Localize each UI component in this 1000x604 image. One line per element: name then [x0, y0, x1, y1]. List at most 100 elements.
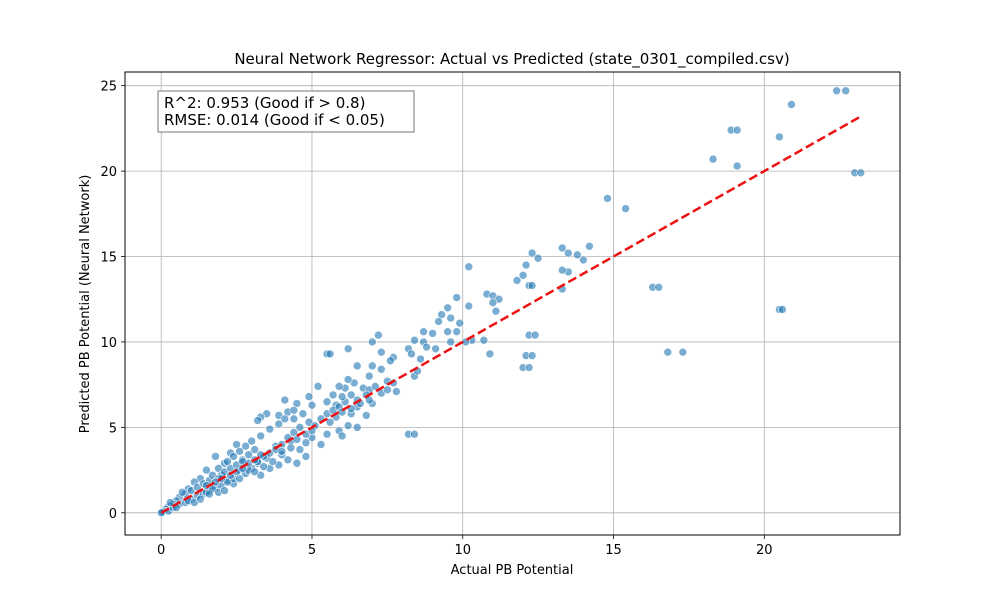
data-point: [428, 329, 437, 338]
data-point: [527, 281, 537, 290]
x-tick-label: 10: [454, 543, 471, 558]
data-point: [364, 371, 374, 381]
data-point: [386, 356, 395, 366]
data-point: [165, 498, 175, 507]
data-point: [235, 446, 244, 456]
data-point: [367, 337, 377, 347]
grid-layer: [125, 72, 900, 535]
data-point: [856, 168, 866, 178]
data-point: [346, 390, 356, 400]
data-point: [446, 337, 455, 347]
data-point: [621, 204, 630, 213]
data-point: [521, 260, 531, 270]
data-point: [211, 452, 220, 461]
data-point: [298, 409, 308, 418]
data-point: [410, 335, 419, 345]
data-point: [316, 440, 326, 449]
data-point: [289, 414, 299, 424]
data-point: [292, 458, 302, 468]
x-tick-label: 20: [756, 543, 773, 558]
data-point: [337, 392, 347, 401]
data-point: [573, 250, 582, 260]
data-point: [518, 271, 528, 280]
data-point: [247, 436, 256, 446]
y-tick-label: 5: [109, 421, 117, 436]
data-point: [775, 132, 784, 142]
data-point: [491, 306, 501, 316]
data-point: [301, 438, 311, 448]
data-point: [832, 86, 841, 96]
metrics-annotation: R^2: 0.953 (Good if > 0.8) RMSE: 0.014 (…: [157, 90, 415, 133]
data-point: [250, 445, 259, 454]
data-point: [205, 489, 214, 499]
reference-line-layer: [160, 115, 862, 514]
data-point: [220, 486, 229, 495]
data-point: [307, 400, 317, 410]
data-point: [374, 330, 383, 340]
x-tick-label: 5: [308, 543, 316, 558]
data-point: [280, 395, 290, 405]
y-tick-label: 0: [109, 507, 117, 522]
data-point: [268, 457, 278, 466]
data-point: [443, 303, 452, 313]
data-point: [654, 282, 664, 292]
data-point: [241, 441, 250, 451]
data-point: [322, 397, 332, 407]
data-point: [464, 262, 474, 272]
data-point: [322, 429, 332, 439]
data-point: [277, 446, 287, 456]
data-point: [289, 405, 299, 415]
data-point: [286, 443, 296, 453]
y-tick-label: 15: [100, 251, 117, 266]
data-point: [325, 417, 335, 427]
data-point: [383, 385, 392, 395]
data-point: [229, 452, 238, 461]
y-tick-label: 20: [100, 165, 117, 180]
data-point: [452, 293, 462, 302]
data-point: [334, 382, 344, 391]
data-point: [533, 253, 543, 263]
data-point: [708, 154, 718, 164]
data-point: [410, 429, 419, 439]
data-point: [557, 243, 567, 253]
data-point: [253, 416, 262, 425]
data-point: [250, 467, 259, 477]
data-point: [527, 248, 537, 258]
data-point: [422, 342, 431, 352]
data-point: [295, 423, 305, 432]
data-point: [434, 317, 443, 326]
data-point: [292, 435, 302, 444]
data-point: [352, 423, 362, 432]
data-point: [328, 390, 338, 400]
data-point: [196, 494, 205, 504]
data-point: [337, 431, 347, 441]
data-point: [455, 318, 465, 328]
data-point: [256, 431, 266, 441]
points-layer: [156, 86, 866, 518]
data-point: [446, 313, 455, 323]
data-point: [361, 411, 371, 420]
data-point: [603, 194, 612, 203]
y-tick-label: 25: [100, 80, 117, 95]
data-point: [485, 349, 495, 359]
y-axis-label: Predicted PB Potential (Neural Network): [78, 175, 93, 434]
data-point: [377, 347, 386, 357]
data-point: [313, 382, 323, 391]
data-point: [585, 241, 594, 251]
plot-frame: [124, 71, 901, 536]
data-point: [512, 276, 522, 285]
data-point: [304, 392, 314, 401]
x-axis-label: Actual PB Potential: [451, 563, 574, 578]
data-point: [274, 419, 284, 429]
data-point: [352, 361, 362, 371]
data-point: [488, 298, 498, 307]
data-point: [301, 452, 311, 461]
data-point: [259, 462, 269, 471]
data-point: [678, 347, 688, 357]
annotation-box: [157, 90, 415, 133]
data-point: [530, 330, 540, 340]
data-point: [579, 255, 588, 265]
data-point: [663, 347, 673, 357]
